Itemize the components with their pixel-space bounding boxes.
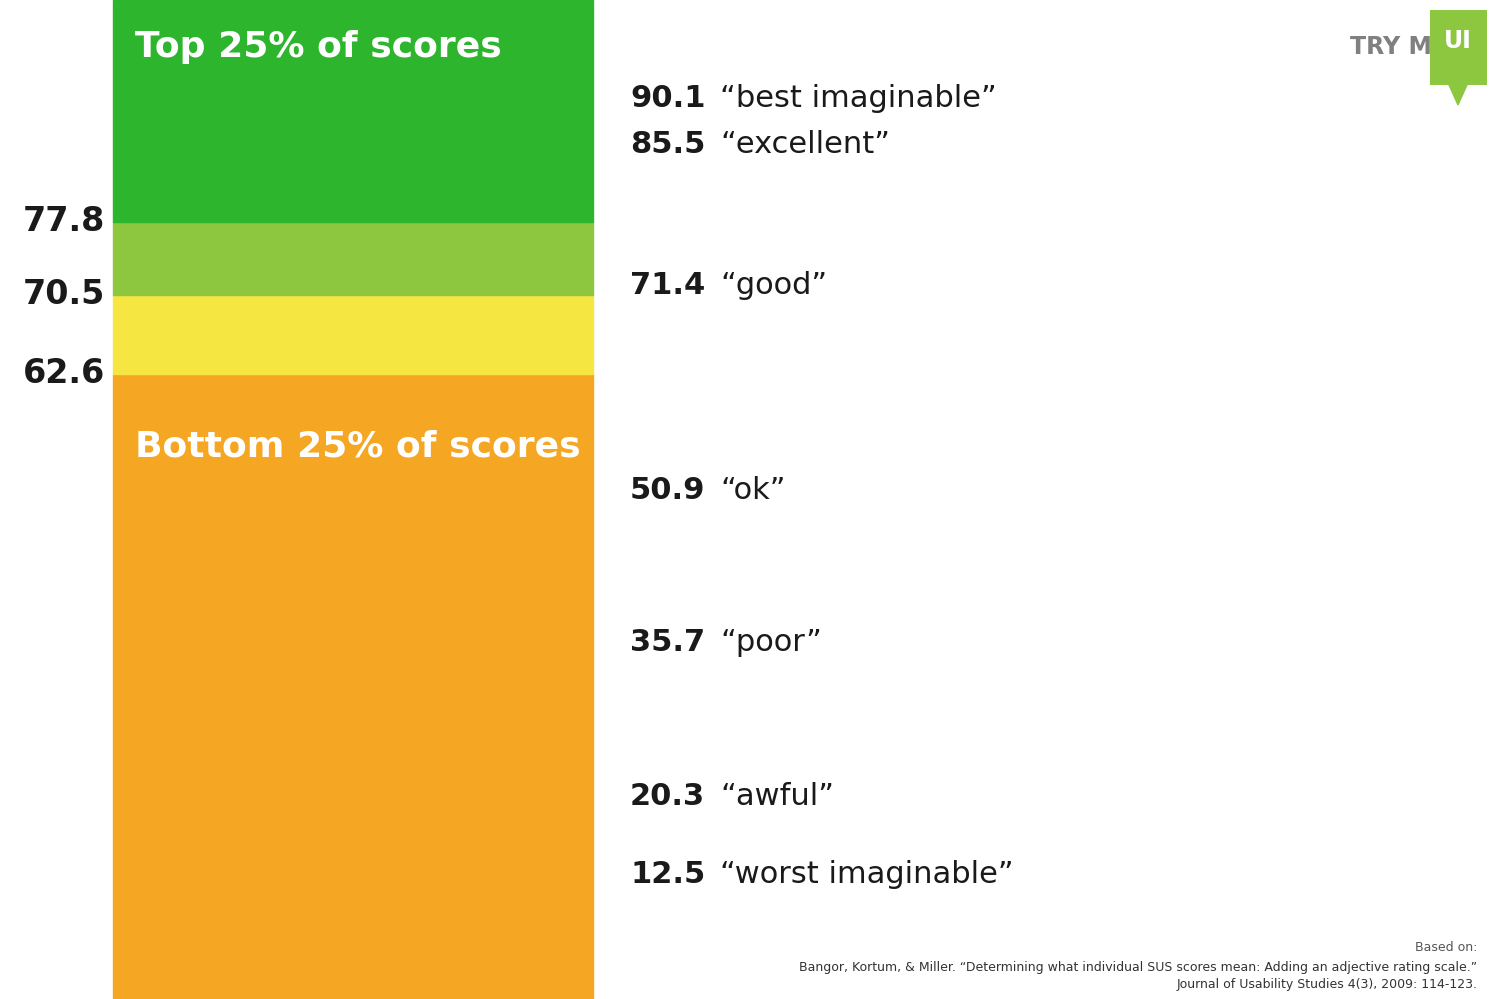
Text: “excellent”: “excellent” (720, 130, 890, 160)
Text: Bottom 25% of scores: Bottom 25% of scores (135, 430, 580, 464)
Text: “poor”: “poor” (720, 627, 822, 657)
Text: Journal of Usability Studies 4(3), 2009: 114-123.: Journal of Usability Studies 4(3), 2009:… (1176, 978, 1478, 991)
Text: Top 25% of scores: Top 25% of scores (135, 30, 501, 64)
Text: Based on:: Based on: (1414, 941, 1478, 954)
Polygon shape (1449, 85, 1467, 105)
Text: 35.7: 35.7 (630, 627, 705, 657)
Bar (112, 374, 592, 999)
Text: 20.3: 20.3 (630, 781, 705, 811)
Text: 62.6: 62.6 (22, 357, 105, 391)
Text: “good”: “good” (720, 271, 827, 301)
Bar (112, 222, 592, 295)
Text: 71.4: 71.4 (630, 271, 705, 301)
Text: “worst imaginable”: “worst imaginable” (720, 859, 1014, 889)
Text: 70.5: 70.5 (22, 278, 105, 312)
Bar (112, 295, 592, 374)
FancyBboxPatch shape (1430, 10, 1486, 85)
Text: “best imaginable”: “best imaginable” (720, 84, 996, 114)
Text: UI: UI (1444, 29, 1472, 54)
Text: TRY MY: TRY MY (1350, 35, 1449, 59)
Text: Bangor, Kortum, & Miller. “Determining what individual SUS scores mean: Adding a: Bangor, Kortum, & Miller. “Determining w… (800, 961, 1478, 974)
Text: 50.9: 50.9 (630, 476, 705, 505)
Text: “awful”: “awful” (720, 781, 834, 811)
Bar (112, 0, 592, 222)
Text: 85.5: 85.5 (630, 130, 705, 160)
Text: “ok”: “ok” (720, 476, 786, 505)
Text: 90.1: 90.1 (630, 84, 705, 114)
Text: 12.5: 12.5 (630, 859, 705, 889)
Text: 77.8: 77.8 (22, 205, 105, 239)
